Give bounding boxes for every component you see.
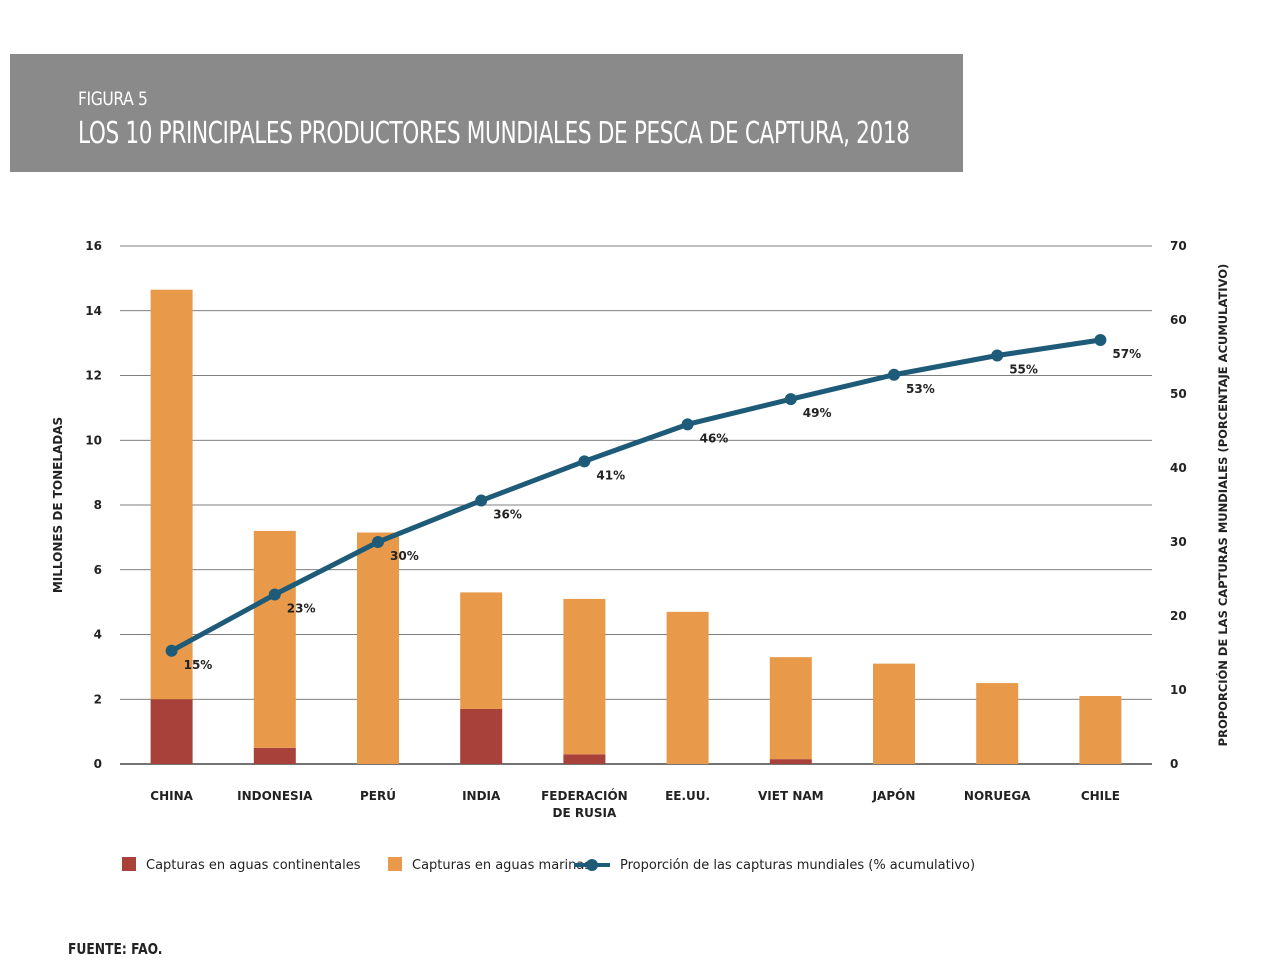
y2-axis-label: PROPORCIÓN DE LAS CAPTURAS MUNDIALES (PO…: [1215, 264, 1230, 747]
legend-marker: [586, 859, 598, 871]
data-label: 57%: [1112, 347, 1141, 361]
x-tick-label: VIET NAM: [758, 789, 824, 803]
y2-tick-label: 0: [1170, 757, 1178, 771]
data-label: 23%: [287, 602, 316, 616]
legend-label-inland: Capturas en aguas continentales: [146, 858, 361, 873]
x-tick-label: INDONESIA: [237, 789, 313, 803]
legend-swatch-inland: [122, 857, 136, 871]
data-label: 46%: [700, 431, 729, 445]
line-point: [165, 644, 178, 657]
y-axis-label: MILLONES DE TONELADAS: [51, 417, 65, 593]
x-tick-label: EE.UU.: [665, 789, 710, 803]
title-banner: FIGURA 5 LOS 10 PRINCIPALES PRODUCTORES …: [10, 54, 963, 172]
bar-marine: [769, 657, 812, 760]
y-tick-label: 2: [94, 692, 102, 706]
y-tick-label: 8: [94, 498, 102, 512]
y2-tick-label: 20: [1170, 609, 1187, 623]
data-label: 55%: [1009, 363, 1038, 377]
line-point: [475, 494, 488, 507]
y2-tick-label: 50: [1170, 387, 1187, 401]
line-point: [268, 588, 281, 601]
y-tick-label: 16: [85, 239, 102, 253]
bar-marine: [873, 663, 915, 764]
data-label: 53%: [906, 382, 935, 396]
bar-marine: [563, 598, 606, 755]
line-point: [1094, 333, 1107, 346]
data-label: 15%: [184, 658, 213, 672]
x-tick-label: DE RUSIA: [553, 806, 617, 820]
y-tick-label: 6: [94, 563, 102, 577]
bar-inland: [150, 699, 193, 764]
bar-marine: [460, 592, 503, 709]
x-tick-label: FEDERACIÓN: [541, 788, 628, 803]
bar-marine: [253, 530, 296, 748]
y2-tick-label: 60: [1170, 313, 1187, 327]
bar-marine: [357, 532, 399, 764]
y-tick-label: 14: [85, 304, 102, 318]
line-point: [991, 349, 1004, 362]
y-tick-label: 0: [94, 757, 102, 771]
bar-inland: [769, 759, 812, 764]
y-tick-label: 12: [85, 369, 102, 383]
data-label: 30%: [390, 549, 419, 563]
line-point: [372, 536, 384, 548]
bar-marine: [1079, 696, 1122, 764]
x-tick-label: PERÚ: [360, 788, 396, 803]
data-label: 41%: [596, 468, 625, 482]
bar-inland: [563, 754, 606, 764]
line-point: [784, 393, 797, 406]
data-label: 36%: [493, 508, 522, 522]
x-tick-label: CHILE: [1081, 789, 1120, 803]
x-tick-label: INDIA: [462, 789, 501, 803]
bar-inland: [460, 708, 503, 764]
data-label: 49%: [803, 406, 832, 420]
bar-marine: [666, 611, 709, 764]
legend-swatch-marine: [388, 857, 402, 871]
x-tick-label: NORUEGA: [964, 789, 1031, 803]
y2-tick-label: 40: [1170, 461, 1187, 475]
figure-label: FIGURA 5: [78, 88, 148, 110]
line-point: [888, 368, 900, 381]
figure-title: LOS 10 PRINCIPALES PRODUCTORES MUNDIALES…: [78, 116, 910, 151]
legend-label-line: Proporción de las capturas mundiales (% …: [620, 858, 975, 873]
y-tick-label: 10: [85, 433, 102, 447]
bar-marine: [976, 683, 1019, 764]
bar-inland: [253, 747, 296, 764]
cumulative-line: [169, 337, 1103, 654]
line-point: [578, 455, 591, 468]
x-tick-label: JAPÓN: [872, 788, 916, 803]
legend-label-marine: Capturas en aguas marinas: [412, 858, 591, 873]
y2-tick-label: 70: [1170, 239, 1187, 253]
source-note: FUENTE: FAO.: [68, 940, 163, 958]
line-point: [681, 418, 694, 431]
x-tick-label: CHINA: [150, 789, 193, 803]
y-tick-label: 4: [94, 628, 102, 642]
bar-marine: [150, 289, 193, 700]
y2-tick-label: 30: [1170, 535, 1187, 549]
y2-tick-label: 10: [1170, 683, 1187, 697]
